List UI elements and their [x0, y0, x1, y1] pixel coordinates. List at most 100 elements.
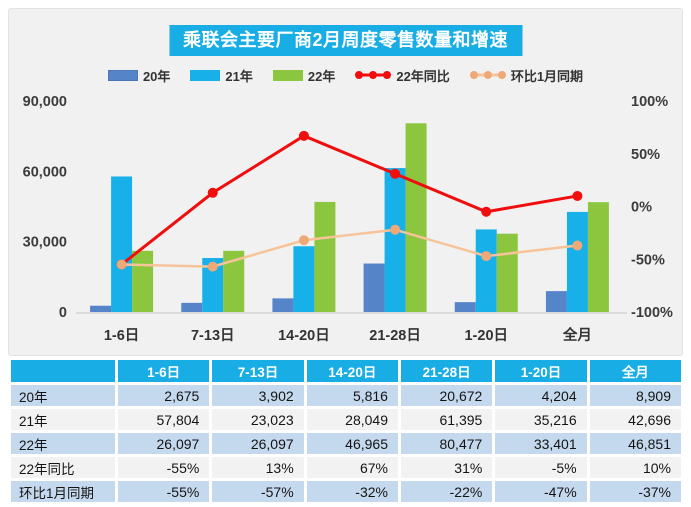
bar-20年	[90, 305, 112, 312]
table-row-label: 22年	[11, 433, 115, 454]
category-label: 1-20日	[464, 327, 508, 344]
line-point-环比1月同期	[481, 251, 492, 262]
bar-22年	[314, 201, 336, 312]
line-point-22年同比	[481, 206, 492, 217]
table-header-cell: 1-20日	[495, 360, 587, 382]
bar-22年	[223, 250, 245, 312]
legend-swatch-icon	[272, 69, 303, 81]
line-point-环比1月同期	[207, 261, 218, 272]
left-axis-tick-label: 90,000	[23, 94, 67, 110]
bar-21年	[566, 211, 588, 312]
table-row-label: 21年	[11, 409, 115, 430]
left-axis-tick-label: 0	[59, 305, 67, 321]
line-22年同比	[120, 134, 578, 266]
bar-21年	[293, 246, 315, 312]
legend-item: 21年	[190, 66, 253, 85]
chart-legend: 20年 21年 22年 22年同比 环比1月同期	[9, 65, 682, 85]
right-axis-tick-label: -50%	[631, 252, 665, 268]
table-cell: 67%	[306, 457, 398, 478]
table-cell: 80,477	[400, 433, 493, 454]
data-table-container: 1-6日 7-13日 14-20日 21-28日 1-20日 全月 20年 2,675 3,9…	[8, 357, 684, 505]
table-row-label: 环比1月同期	[11, 481, 115, 502]
left-axis-tick-label: 60,000	[23, 164, 67, 180]
category-label: 21-28日	[369, 327, 421, 344]
legend-label: 环比1月同期	[510, 68, 584, 84]
table-cell: -47%	[495, 481, 587, 502]
table-header: 1-6日 7-13日 14-20日 21-28日 1-20日 全月	[11, 360, 681, 382]
legend-line-marker-icon	[469, 71, 506, 79]
table-cell: 3,902	[212, 385, 304, 406]
legend-line-marker-icon	[355, 71, 392, 79]
table-cell: -57%	[212, 481, 304, 502]
legend-swatch-icon	[107, 69, 138, 81]
table-body: 20年 2,675 3,902 5,816 20,672 4,204 8,909 21年 57,…	[11, 385, 681, 502]
table-row: 22年 26,097 26,097 46,965 80,477 33,401 46,851	[11, 433, 681, 454]
table-row: 20年 2,675 3,902 5,816 20,672 4,204 8,909	[11, 385, 681, 406]
table-cell: 23,023	[212, 409, 304, 430]
table-header-cell: 14-20日	[306, 360, 398, 382]
table-header-row: 1-6日 7-13日 14-20日 21-28日 1-20日 全月	[11, 360, 681, 382]
right-axis-tick-label: 50%	[631, 147, 660, 163]
legend-item: 22年同比	[355, 66, 450, 85]
bar-21年	[475, 229, 497, 312]
table-cell: 26,097	[118, 433, 210, 454]
table-cell: 26,097	[212, 433, 304, 454]
legend-item: 环比1月同期	[469, 66, 584, 85]
table-cell: 31%	[400, 457, 493, 478]
table-cell: -32%	[306, 481, 398, 502]
table-header-cell	[11, 360, 115, 382]
chart-panel: 0 30,000 60,000 90,000 -100% -50% 0% 50% 100% 1-6…	[8, 8, 683, 356]
bar-22年	[587, 202, 609, 312]
table-header-cell: 1-6日	[118, 360, 210, 382]
table-cell: 61,395	[400, 409, 493, 430]
line-环比1月同期	[121, 228, 578, 268]
combo-chart: 0 30,000 60,000 90,000 -100% -50% 0% 50% 100% 1-6…	[23, 94, 673, 344]
line-point-环比1月同期	[116, 259, 127, 270]
table-cell: 2,675	[118, 385, 210, 406]
table-cell: -22%	[400, 481, 493, 502]
right-axis-tick-label: 100%	[631, 94, 668, 110]
bar-20年	[272, 298, 294, 312]
table-cell: 46,851	[589, 433, 681, 454]
table-row-label: 20年	[11, 385, 115, 406]
table-cell: -55%	[118, 457, 210, 478]
table-cell: -37%	[589, 481, 681, 502]
table-cell: 42,696	[589, 409, 681, 430]
table-cell: 33,401	[495, 433, 587, 454]
table-cell: -55%	[118, 481, 210, 502]
table-row: 21年 57,804 23,023 28,049 61,395 35,216 42,696	[11, 409, 681, 430]
category-label: 1-6日	[104, 327, 139, 344]
bar-21年	[202, 258, 224, 312]
right-axis-tick-label: 0%	[631, 200, 652, 216]
table-header-cell: 7-13日	[212, 360, 304, 382]
legend-item: 20年	[107, 66, 171, 85]
legend-label: 20年	[142, 68, 171, 84]
line-point-22年同比	[298, 130, 309, 141]
legend-swatch-icon	[190, 69, 221, 81]
legend-label: 21年	[225, 68, 253, 84]
bar-22年	[132, 250, 154, 312]
left-axis-tick-label: 30,000	[23, 235, 67, 251]
bar-20年	[545, 291, 567, 312]
bar-20年	[363, 263, 385, 312]
table-header-cell: 全月	[589, 360, 681, 382]
category-label: 14-20日	[278, 327, 330, 344]
table-cell: 5,816	[306, 385, 398, 406]
legend-item: 22年	[272, 66, 335, 85]
line-point-环比1月同期	[390, 224, 401, 235]
table-cell: 20,672	[400, 385, 493, 406]
data-table: 1-6日 7-13日 14-20日 21-28日 1-20日 全月 20年 2,675 3,9…	[8, 357, 684, 505]
table-cell: 4,204	[495, 385, 587, 406]
table-row: 环比1月同期 -55% -57% -32% -22% -47% -37%	[11, 481, 681, 502]
table-cell: 8,909	[589, 385, 681, 406]
table-cell: 13%	[212, 457, 304, 478]
table-row-label: 22年同比	[11, 457, 115, 478]
table-cell: -5%	[495, 457, 587, 478]
bar-20年	[181, 302, 203, 312]
table-cell: 28,049	[306, 409, 398, 430]
bar-21年	[384, 168, 406, 312]
line-point-环比1月同期	[298, 235, 309, 246]
legend-label: 22年同比	[396, 68, 450, 84]
line-point-22年同比	[207, 187, 218, 198]
line-point-22年同比	[390, 168, 401, 179]
